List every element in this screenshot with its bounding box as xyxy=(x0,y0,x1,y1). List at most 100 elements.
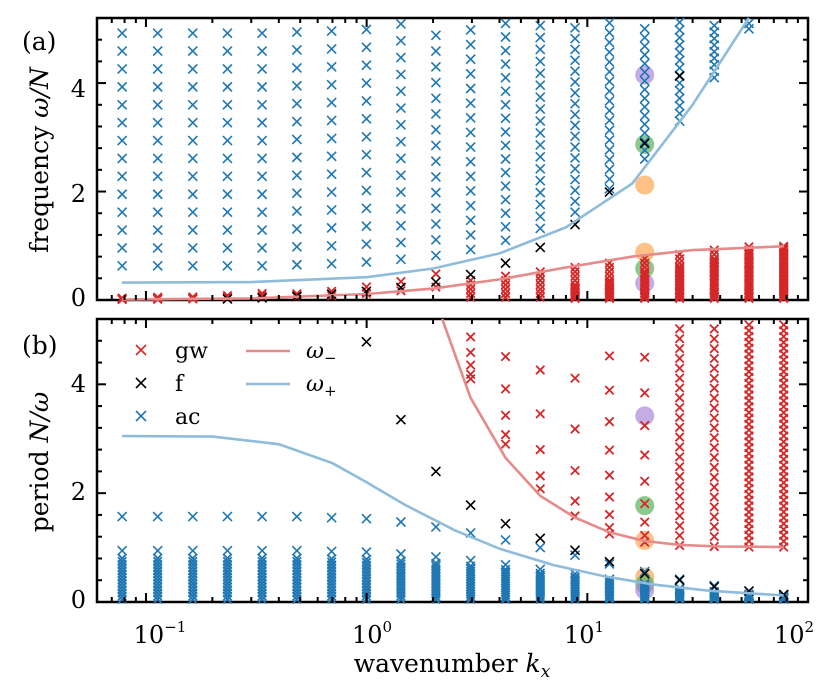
panel-a-ac-mark xyxy=(257,28,268,39)
panel-b-gw-mark xyxy=(500,384,511,394)
panel-a-ac-mark xyxy=(500,221,511,232)
panel-b-gw-mark-stroke-b xyxy=(674,412,685,423)
panel-b-gw-mark xyxy=(570,424,580,434)
panel-a-ac-mark xyxy=(570,98,581,109)
panel-b-gw-mark xyxy=(639,352,650,363)
panel-b-gw-mark xyxy=(709,353,720,364)
panel-b-gw-mark xyxy=(709,403,720,413)
panel-a-ac-mark xyxy=(395,170,406,181)
panel-b-f-mark-stroke-b xyxy=(465,500,476,511)
panel-a-ac-mark xyxy=(535,56,546,67)
panel-a-ac-mark-stroke-b xyxy=(187,260,198,271)
panel-a-ac-mark xyxy=(604,66,615,77)
panel-a-ac-mark-stroke-b xyxy=(152,135,163,146)
panel-a-ac-mark xyxy=(291,134,302,145)
panel-b-gw-mark xyxy=(604,416,615,427)
panel-b-ac-dense-mark-stroke-b xyxy=(257,556,267,567)
panel-a-ac-mark xyxy=(674,62,685,73)
panel-a-gw-mark xyxy=(535,292,546,303)
panel-b-ac-mark-stroke-b xyxy=(326,512,337,523)
panel-b-f-mark xyxy=(500,518,511,529)
panel-b-f-mark-stroke-b xyxy=(395,414,406,425)
panel-a-ac-mark-stroke-b xyxy=(535,80,546,91)
xtick-label-1e-1: 10−1 xyxy=(134,618,187,649)
panel-a-ac-mark-stroke-b xyxy=(674,108,685,119)
panel-a-ac-mark-stroke-b xyxy=(430,61,441,72)
panel-a-ac-mark-stroke-b xyxy=(152,207,163,218)
panel-b-ac-dense-mark xyxy=(570,573,580,584)
panel-b-gw-mark xyxy=(674,511,685,521)
panel-b-ac-dense-mark-stroke-b xyxy=(604,577,615,588)
panel-a-ac-mark-stroke-b xyxy=(257,28,268,39)
panel-a-ac-mark-stroke-b xyxy=(222,135,233,146)
xtick-label-1e2: 102 xyxy=(774,618,814,649)
panel-b-gw-mark xyxy=(674,373,685,383)
panel-b-ac-mark xyxy=(117,511,128,522)
panel-a-ac-mark xyxy=(570,66,581,77)
panel-a-f-mark-stroke-b xyxy=(639,138,650,149)
panel-b-f-mark xyxy=(604,556,615,567)
panel-b-gw-mark xyxy=(709,383,720,394)
panel-b-gw-mark-stroke-b xyxy=(674,461,685,472)
panel-b-gw-mark xyxy=(709,442,720,453)
panel-b-gw-mark xyxy=(639,498,650,509)
panel-a-ac-mark xyxy=(604,95,615,107)
panel-a-ac-mark xyxy=(535,68,546,79)
panel-a-ac-mark xyxy=(639,119,650,130)
panel-a-ac-mark xyxy=(639,75,650,86)
legend-gw-mark-stroke-b xyxy=(135,344,147,356)
panel-a-ac-mark xyxy=(257,189,268,200)
xlabel-prefix: wavenumber xyxy=(354,649,526,678)
panel-a-ac-mark xyxy=(500,86,511,97)
panel-a-ac-mark-stroke-b xyxy=(430,108,441,120)
panel-a-ac-mark xyxy=(570,55,581,66)
panel-a-ac-mark-stroke-b xyxy=(604,47,615,58)
panel-a-ac-mark xyxy=(187,135,198,146)
panel-b-gw-mark xyxy=(709,422,720,433)
panel-a-ac-mark-stroke-b xyxy=(291,116,302,127)
panel-a-ac-mark-stroke-b xyxy=(291,44,302,56)
panel-a-ac-mark-stroke-b xyxy=(639,75,650,86)
panel-a-ac-mark xyxy=(604,154,615,165)
panel-a-ac-mark-stroke-b xyxy=(570,131,581,142)
panel-b-gw-mark-stroke-b xyxy=(639,476,650,487)
panel-a-ac-mark xyxy=(117,28,128,39)
panel-a-ac-mark-stroke-b xyxy=(257,153,268,164)
panel-b-gw-mark-stroke-b xyxy=(744,320,754,330)
panel-a-ac-mark xyxy=(117,242,128,254)
panel-a-ac-mark-stroke-b xyxy=(117,242,128,254)
panel-b-gw-mark xyxy=(465,332,476,342)
panel-a-ac-mark-stroke-b xyxy=(117,135,128,146)
xtick-base-1e1: 10 xyxy=(564,621,595,649)
panel-b-ac-mark-stroke-b xyxy=(117,511,128,522)
panel-a-ac-mark xyxy=(395,153,406,164)
panel-a-ac-mark-stroke-b xyxy=(222,207,233,218)
panel-b-gw-mark-stroke-b xyxy=(604,445,615,455)
panel-a-ac-mark xyxy=(117,224,128,236)
panel-b-gw-mark-stroke-b xyxy=(639,352,650,363)
panel-a-ac-mark-stroke-b xyxy=(361,113,372,124)
panel-a-ac-mark-stroke-b xyxy=(604,95,615,107)
panel-b-gw-mark-stroke-b xyxy=(674,491,685,502)
panel-a-gw-mark-stroke-b xyxy=(535,292,546,303)
panel-b-ac-dense-mark xyxy=(292,553,302,564)
panel-b-gw-mark-stroke-b xyxy=(674,363,685,374)
legend-label-gw: gw xyxy=(175,339,208,364)
panel-b-ac-dense-mark-stroke-b xyxy=(778,591,789,601)
panel-a-gw-dense-mark xyxy=(604,275,615,286)
panel-a-ac-mark-stroke-b xyxy=(395,102,406,114)
panel-a-ac-mark-stroke-b xyxy=(535,44,546,55)
panel-a-ac-mark-stroke-b xyxy=(291,188,302,199)
panel-b-ac-dense-mark-stroke-b xyxy=(361,557,372,568)
panel-a-ac-mark-stroke-b xyxy=(465,142,476,153)
panel-a-ac-mark xyxy=(570,87,581,98)
panel-a-ac-mark-stroke-b xyxy=(291,259,302,270)
panel-b-ac-dense-mark-stroke-b xyxy=(465,563,476,574)
panel-a-ac-mark xyxy=(117,81,128,92)
panel-b-ac-mark-stroke-b xyxy=(117,545,128,556)
panel-b-ac-dense-mark-stroke-b xyxy=(326,557,337,567)
panel-a-ac-mark xyxy=(500,140,511,151)
panel-a-ac-mark xyxy=(152,224,163,236)
panel-a-ac-mark-stroke-b xyxy=(395,220,406,231)
panel-b-gw-mark-stroke-b xyxy=(709,324,720,334)
